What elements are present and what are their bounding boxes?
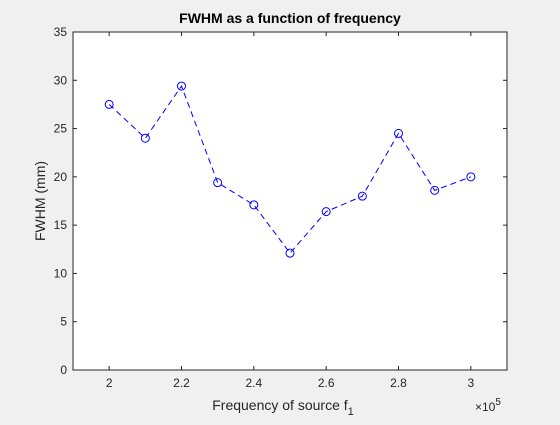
y-tick-label: 0 (60, 363, 67, 377)
x-axis-label-subscript: 1 (348, 406, 354, 418)
x-tick-label: 2.2 (173, 376, 190, 390)
y-tick-label: 35 (54, 25, 68, 39)
y-axis-label: FWHM (mm) (32, 161, 48, 241)
x-tick-label: 2.6 (318, 376, 335, 390)
y-tick-label: 20 (54, 170, 68, 184)
plot-area (73, 32, 507, 370)
x-axis-exponent: ×105 (475, 397, 501, 414)
x-tick-label: 2.4 (245, 376, 262, 390)
x-tick-label: 2 (106, 376, 113, 390)
x-axis-label: Frequency of source f1 (212, 397, 354, 418)
x-axis-exponent-power: 5 (495, 397, 501, 408)
x-tick-label: 3 (467, 376, 474, 390)
y-tick-label: 25 (54, 122, 68, 136)
chart-title: FWHM as a function of frequency (179, 10, 401, 26)
y-tick-label: 5 (60, 315, 67, 329)
x-tick-label: 2.8 (390, 376, 407, 390)
y-tick-label: 30 (54, 73, 68, 87)
y-tick-label: 15 (54, 218, 68, 232)
y-tick-label: 10 (54, 266, 68, 280)
x-axis-exponent-base: ×10 (475, 400, 496, 414)
x-axis-label-text: Frequency of source f (212, 397, 348, 413)
